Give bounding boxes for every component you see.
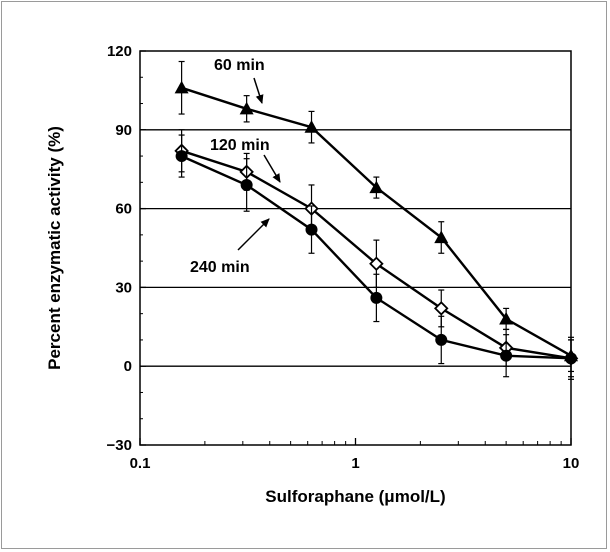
data-point-triangle	[304, 120, 319, 133]
data-point-circle	[435, 333, 448, 346]
data-point-triangle	[239, 101, 254, 115]
annotation-label: 120 min	[210, 137, 270, 154]
x-axis-title: Sulforaphane (μmol/L)	[265, 487, 445, 506]
annotation-arrow	[263, 154, 281, 183]
x-tick-label: 10	[563, 455, 580, 472]
annotation-arrow	[237, 218, 270, 251]
data-point-circle	[240, 178, 253, 191]
data-point-circle	[370, 291, 383, 304]
y-axis-title: Percent enzymatic activity (%)	[45, 126, 64, 370]
data-point-circle	[175, 150, 188, 163]
annotation-label: 60 min	[214, 57, 265, 74]
y-tick-label: 120	[107, 43, 132, 60]
data-point-circle	[500, 349, 513, 362]
x-tick-label: 0.1	[130, 455, 151, 472]
y-tick-label: 0	[124, 358, 132, 375]
data-point-triangle	[174, 80, 189, 94]
y-tick-label: −30	[107, 437, 132, 454]
y-tick-label: 90	[115, 122, 132, 139]
data-point-diamond	[433, 301, 449, 316]
data-point-circle	[305, 223, 318, 236]
annotation-label: 240 min	[190, 259, 250, 276]
annotation-arrow	[253, 77, 264, 104]
x-tick-label: 1	[351, 455, 359, 472]
y-tick-label: 30	[115, 279, 132, 296]
data-point-triangle	[499, 311, 514, 325]
data-point-triangle	[369, 180, 384, 194]
y-tick-label: 60	[115, 201, 132, 218]
data-point-circle	[565, 352, 577, 365]
data-point-diamond	[369, 256, 384, 272]
data-point-triangle	[434, 230, 449, 244]
plot-border	[139, 50, 572, 446]
